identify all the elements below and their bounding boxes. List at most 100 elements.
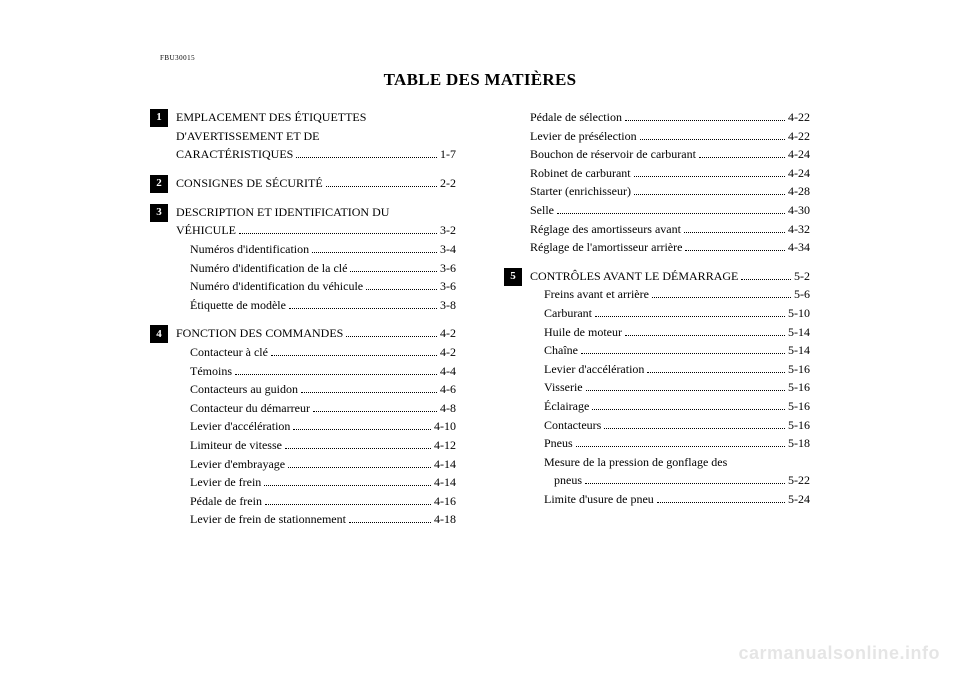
toc-subentry: Levier de frein 4-14: [176, 473, 456, 492]
toc-leader: [235, 366, 437, 375]
section-entries: CONTRÔLES AVANT LE DÉMARRAGE 5-2 Freins …: [530, 267, 810, 509]
toc-leader: [581, 345, 785, 354]
watermark: carmanualsonline.info: [738, 643, 940, 664]
toc-subentry: Robinet de carburant 4-24: [530, 164, 810, 183]
doc-code: FBU30015: [160, 54, 195, 62]
toc-label: Robinet de carburant: [530, 164, 631, 183]
toc-label: Réglage de l'amortisseur arrière: [530, 238, 682, 257]
toc-label: Pédale de sélection: [530, 108, 622, 127]
toc-page: 4-22: [788, 127, 810, 146]
toc-label: Réglage des amortisseurs avant: [530, 220, 681, 239]
toc-leader: [265, 496, 431, 505]
toc-subentry: Éclairage 5-16: [530, 397, 810, 416]
toc-leader: [604, 420, 785, 429]
toc-leader: [288, 459, 431, 468]
toc-page: 5-16: [788, 397, 810, 416]
toc-page: 4-12: [434, 436, 456, 455]
toc-subentry: Huile de moteur 5-14: [530, 323, 810, 342]
toc-label: Limite d'usure de pneu: [544, 490, 654, 509]
section-heading-line: DESCRIPTION ET IDENTIFICATION DU: [176, 203, 456, 222]
toc-leader: [349, 514, 431, 523]
toc-label: Contacteurs: [544, 416, 601, 435]
toc-page: 5-2: [794, 267, 810, 286]
toc-page: 5-6: [794, 285, 810, 304]
toc-leader: [326, 178, 437, 187]
toc-leader: [313, 403, 437, 412]
page-title: TABLE DES MATIÈRES: [90, 70, 870, 90]
toc-leader: [685, 242, 785, 251]
toc-section-4-cont: Pédale de sélection 4-22 Levier de présé…: [504, 108, 810, 257]
toc-label: Pneus: [544, 434, 573, 453]
toc-leader: [346, 329, 437, 338]
toc-entry: VÉHICULE 3-2: [176, 221, 456, 240]
toc-page: 4-8: [440, 399, 456, 418]
toc-leader: [586, 383, 785, 392]
toc-subentry: Levier d'accélération 5-16: [530, 360, 810, 379]
toc-subentry: Carburant 5-10: [530, 304, 810, 323]
toc-section-4: 4 FONCTION DES COMMANDES 4-2 Contacteur …: [150, 324, 456, 529]
toc-label: Numéro d'identification du véhicule: [190, 277, 363, 296]
toc-leader: [296, 149, 437, 158]
toc-page: 3-2: [440, 221, 456, 240]
toc-leader: [699, 149, 785, 158]
toc-leader: [301, 384, 437, 393]
toc-label: Pédale de frein: [190, 492, 262, 511]
toc-label: Contacteur à clé: [190, 343, 268, 362]
toc-entry: CARACTÉRISTIQUES 1-7: [176, 145, 456, 164]
toc-leader: [285, 440, 431, 449]
toc-page: 4-34: [788, 238, 810, 257]
toc-label: Levier de frein: [190, 473, 261, 492]
toc-subentry: Levier de frein de stationnement 4-18: [176, 510, 456, 529]
toc-page: 4-4: [440, 362, 456, 381]
toc-entry: FONCTION DES COMMANDES 4-2: [176, 324, 456, 343]
toc-subentry: Freins avant et arrière 5-6: [530, 285, 810, 304]
toc-label: CONTRÔLES AVANT LE DÉMARRAGE: [530, 267, 738, 286]
toc-leader: [239, 226, 437, 235]
section-number-badge: 4: [150, 325, 168, 343]
toc-page: 2-2: [440, 174, 456, 193]
toc-label: Selle: [530, 201, 554, 220]
section-entries: CONSIGNES DE SÉCURITÉ 2-2: [176, 174, 456, 193]
toc-leader: [647, 364, 785, 373]
toc-subentry: Étiquette de modèle 3-8: [176, 296, 456, 315]
toc-leader: [289, 300, 437, 309]
toc-section-2: 2 CONSIGNES DE SÉCURITÉ 2-2: [150, 174, 456, 193]
toc-page: 4-22: [788, 108, 810, 127]
toc-subentry: Numéro d'identification du véhicule 3-6: [176, 277, 456, 296]
toc-section-1: 1 EMPLACEMENT DES ÉTIQUETTES D'AVERTISSE…: [150, 108, 456, 164]
toc-subentry: Selle 4-30: [530, 201, 810, 220]
toc-page: 4-16: [434, 492, 456, 511]
toc-columns: 1 EMPLACEMENT DES ÉTIQUETTES D'AVERTISSE…: [90, 108, 870, 539]
toc-leader: [312, 244, 437, 253]
toc-label: Chaîne: [544, 341, 578, 360]
section-entries: EMPLACEMENT DES ÉTIQUETTES D'AVERTISSEME…: [176, 108, 456, 164]
section-number-badge: 1: [150, 109, 168, 127]
toc-page: 4-24: [788, 145, 810, 164]
section-entries: FONCTION DES COMMANDES 4-2 Contacteur à …: [176, 324, 456, 529]
toc-leader: [264, 477, 431, 486]
toc-label: pneus: [554, 471, 582, 490]
toc-page: 3-4: [440, 240, 456, 259]
toc-label: Levier de frein de stationnement: [190, 510, 346, 529]
toc-label: Étiquette de modèle: [190, 296, 286, 315]
toc-label: Numéros d'identification: [190, 240, 309, 259]
toc-subentry: Témoins 4-4: [176, 362, 456, 381]
toc-label: Témoins: [190, 362, 232, 381]
toc-leader: [293, 422, 431, 431]
toc-label: Éclairage: [544, 397, 589, 416]
toc-leader: [350, 263, 437, 272]
toc-page: 5-14: [788, 323, 810, 342]
toc-subentry: Pédale de frein 4-16: [176, 492, 456, 511]
toc-subentry: Numéro d'identification de la clé 3-6: [176, 259, 456, 278]
toc-page: 4-2: [440, 343, 456, 362]
toc-subentry: Pédale de sélection 4-22: [530, 108, 810, 127]
toc-label: Levier de présélection: [530, 127, 637, 146]
toc-section-5: 5 CONTRÔLES AVANT LE DÉMARRAGE 5-2 Frein…: [504, 267, 810, 509]
toc-label: Bouchon de réservoir de carburant: [530, 145, 696, 164]
toc-right-column: Pédale de sélection 4-22 Levier de présé…: [504, 108, 810, 539]
section-entries: Pédale de sélection 4-22 Levier de présé…: [530, 108, 810, 257]
toc-label: VÉHICULE: [176, 221, 236, 240]
toc-entry: CONTRÔLES AVANT LE DÉMARRAGE 5-2: [530, 267, 810, 286]
toc-page: 3-6: [440, 259, 456, 278]
toc-subentry: Levier de présélection 4-22: [530, 127, 810, 146]
